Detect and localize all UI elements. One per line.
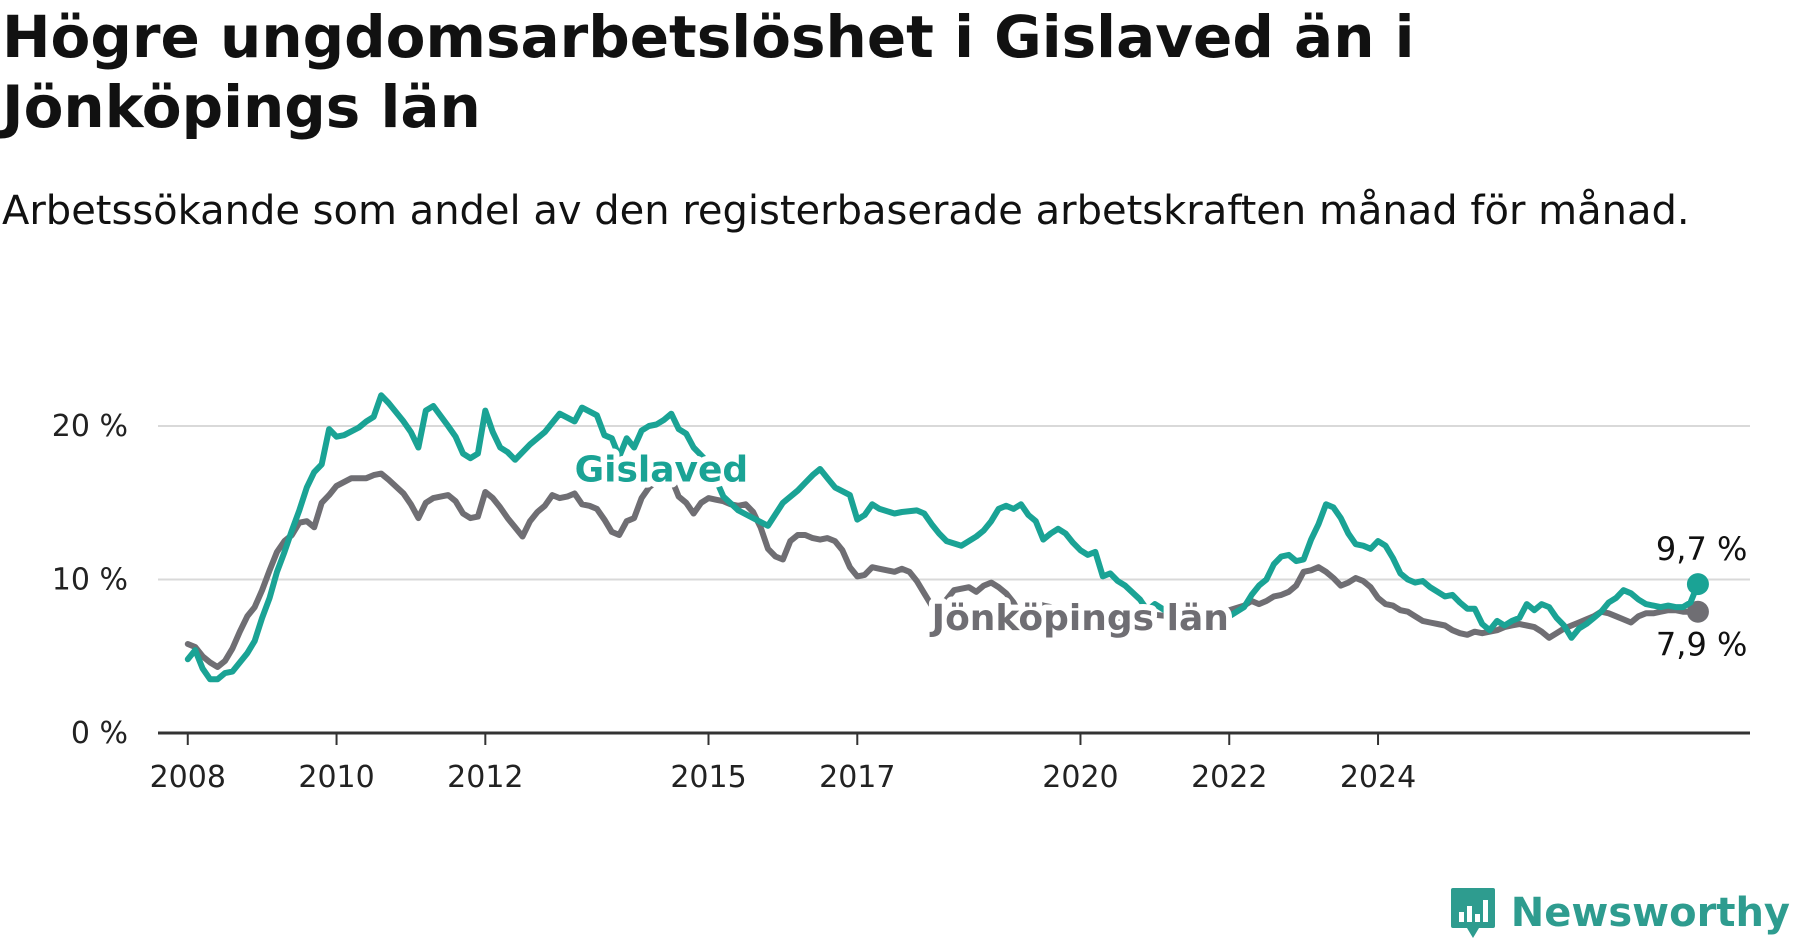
y-tick-label: 10 % (52, 563, 128, 598)
x-tick-label: 2012 (447, 760, 523, 795)
y-tick-label: 0 % (71, 716, 128, 751)
end-label-gislaved: 9,7 % (1656, 530, 1747, 568)
series-label-gislaved: Gislaved (575, 449, 749, 490)
series-line-jonkopings-lan (184, 470, 1701, 670)
x-tick-label: 2015 (670, 760, 746, 795)
end-point-gislaved (1686, 573, 1709, 596)
x-tick-label: 2008 (150, 760, 226, 795)
chart-title: Högre ungdomsarbetslöshet i Gislaved än … (2, 3, 1415, 141)
grid-layer: 0 % 10 % 20 % (52, 409, 1750, 751)
series-line-gislaved (184, 392, 1701, 683)
series-layer (184, 392, 1709, 683)
end-label-jonkopings-lan: 7,9 % (1656, 626, 1747, 664)
x-tick-label: 2017 (819, 760, 895, 795)
x-tick-label: 2022 (1191, 760, 1267, 795)
x-axis: 2008 2010 2012 2015 2017 2020 2022 2024 (150, 731, 1750, 795)
brand-name: Newsworthy (1510, 890, 1790, 936)
series-label-jonkopings-lan: Jönköpings län (929, 598, 1229, 639)
brand-logo: Newsworthy (1449, 886, 1790, 940)
chart-subtitle: Arbetssökande som andel av den registerb… (2, 188, 1690, 234)
x-tick-label: 2010 (298, 760, 374, 795)
y-tick-label: 20 % (52, 409, 128, 444)
x-tick-label: 2024 (1340, 760, 1416, 795)
newsworthy-logo-icon (1450, 888, 1495, 938)
label-layer: Gislaved Jönköpings län 9,7 % 7,9 % (569, 443, 1748, 664)
end-point-jonkopings-lan (1686, 600, 1709, 623)
x-tick-label: 2020 (1042, 760, 1118, 795)
